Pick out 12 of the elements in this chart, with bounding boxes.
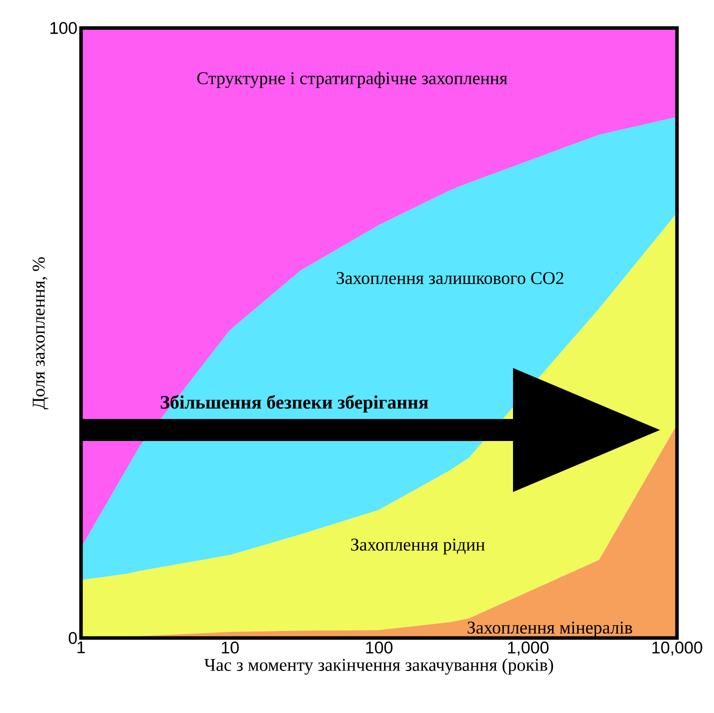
x-axis-title: Час з моменту закінчення закачування (років) [204,658,554,675]
x-tick-label: 1,000 [508,642,549,656]
series-label: Структурне і стратиграфічне захоплення [197,72,508,88]
series-label: Захоплення мінералів [468,622,632,638]
y-tick-label: 0 [68,632,77,644]
x-tick-label: 10 [222,642,239,654]
y-axis-title: Доля захоплення, % [32,257,48,410]
x-tick-label: 100 [366,642,392,654]
x-tick-label: 10,000 [652,642,702,656]
series-label: Захоплення рідин [351,538,485,554]
series-label: Захоплення залишкового CO2 [336,272,564,284]
x-tick-label: 1 [78,642,85,654]
